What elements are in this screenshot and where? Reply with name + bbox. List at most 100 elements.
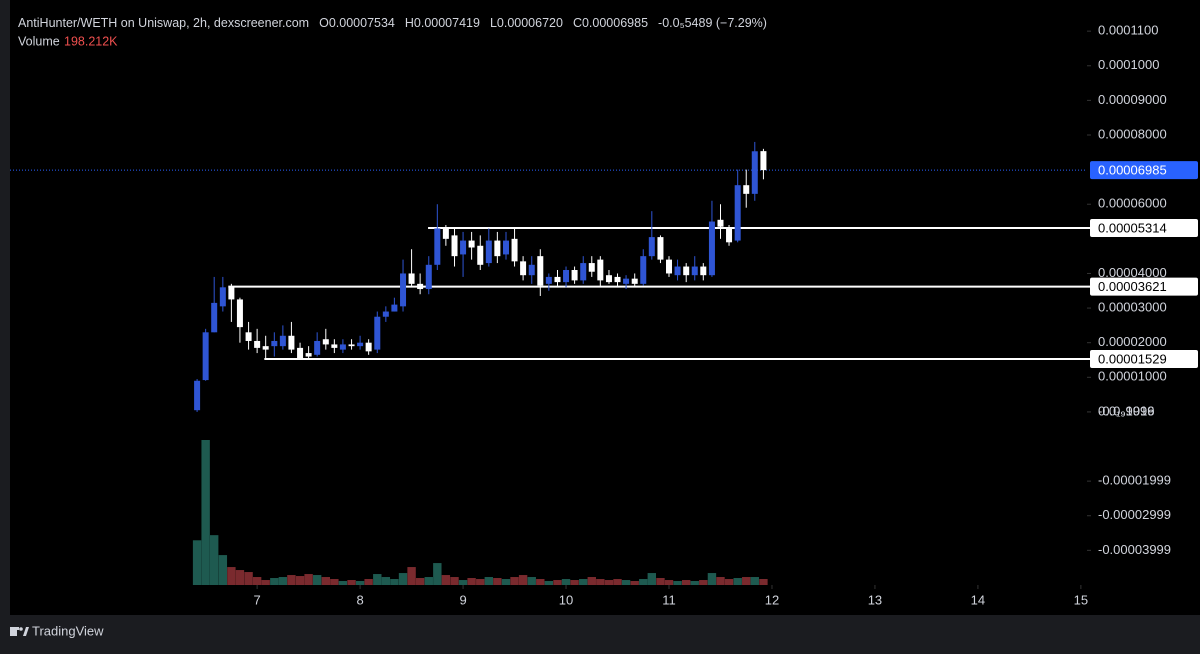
volume-bar: [347, 580, 356, 585]
candle-body: [631, 278, 638, 284]
volume-bar: [613, 579, 622, 585]
y-tick-label: 0.0₁₉1016: [1098, 403, 1155, 418]
candle-body: [391, 304, 398, 312]
candle-body: [717, 219, 724, 227]
volume-bar: [510, 577, 519, 585]
y-tick-label: -0.00003999: [1098, 542, 1171, 557]
candle-body: [374, 316, 381, 350]
x-tick-label: 13: [868, 592, 882, 607]
volume-bar: [398, 573, 408, 585]
candle-body: [219, 287, 226, 307]
candle-body: [743, 185, 750, 194]
volume-bar: [750, 577, 759, 585]
x-tick-label: 8: [356, 592, 363, 607]
y-tick-label: 0.00003000: [1098, 300, 1167, 315]
volume-bar: [244, 572, 253, 585]
y-tick-label: 0.00004000: [1098, 265, 1167, 280]
candle-body: [751, 151, 758, 194]
candle-body: [571, 270, 578, 281]
volume-bar: [527, 577, 536, 585]
candle-body: [623, 278, 630, 284]
candle-body: [511, 238, 518, 262]
volume-bar: [742, 577, 751, 585]
volume-bar: [553, 580, 562, 585]
volume-bar: [270, 578, 279, 585]
candle-body: [485, 240, 492, 264]
candle-body: [537, 256, 544, 286]
volume-bar: [209, 535, 219, 585]
candle-body: [262, 346, 269, 350]
candle-body: [400, 273, 407, 307]
volume-bar: [518, 575, 528, 585]
volume-bar: [278, 577, 288, 585]
volume-bar: [407, 567, 416, 585]
candle-body: [211, 302, 218, 333]
volume-bar: [433, 563, 442, 585]
x-tick-label: 10: [559, 592, 573, 607]
volume-bar: [415, 578, 425, 585]
volume-bar: [544, 581, 554, 585]
candle-body: [254, 340, 261, 348]
volume-bar: [235, 570, 245, 585]
volume-bar: [604, 580, 614, 585]
level-label: 0.00005314: [1098, 220, 1167, 235]
y-tick-label: 0.00009000: [1098, 92, 1167, 107]
volume-bar: [441, 575, 451, 585]
volume-bar: [295, 576, 305, 585]
volume-bar: [330, 579, 339, 585]
volume-bar: [759, 579, 768, 585]
candle-body: [236, 299, 243, 328]
candle-body: [520, 261, 527, 276]
candle-body: [640, 256, 647, 284]
candle-body: [657, 237, 664, 260]
candle-body: [194, 380, 201, 411]
candle-body: [434, 228, 441, 265]
header-open: O0.00007534: [319, 16, 395, 30]
candle-body: [614, 276, 621, 283]
volume-bar: [587, 577, 596, 585]
last-price-box: [1090, 161, 1198, 180]
x-tick-label: 14: [971, 592, 985, 607]
candle-body: [451, 235, 458, 257]
candle-body: [228, 287, 235, 300]
volume-bar: [664, 580, 674, 585]
volume-bar: [733, 578, 742, 585]
volume-bar: [252, 577, 262, 585]
candle-body: [365, 342, 372, 352]
candle-body: [460, 240, 467, 255]
candle-body: [674, 266, 681, 276]
y-tick-label: 0.00006000: [1098, 196, 1167, 211]
volume-bar: [493, 578, 502, 585]
volume-bar: [536, 579, 545, 585]
candle-body: [691, 266, 698, 276]
candle-body: [588, 263, 595, 272]
level-label: 0.00001529: [1098, 351, 1167, 366]
volume-bar: [707, 573, 717, 585]
footer-brand: TradingView: [32, 623, 104, 638]
candle-body: [760, 151, 767, 171]
volume-bar: [321, 577, 331, 585]
volume-bar: [690, 581, 699, 585]
volume-bar: [355, 581, 365, 585]
candle-body: [494, 240, 501, 257]
level-label-box: [1090, 349, 1198, 368]
volume-bar: [724, 579, 734, 585]
y-tick-label: 0.0001100: [1098, 23, 1159, 38]
volume-bar: [227, 567, 236, 585]
header-change: -0.0₅5489 (−7.29%): [658, 16, 767, 30]
volume-bar: [338, 581, 348, 585]
x-tick-label: 7: [254, 592, 261, 607]
volume-bar: [639, 579, 648, 585]
candle-body: [202, 332, 209, 381]
x-tick-label: 9: [459, 592, 466, 607]
y-tick-label: -0.0₉9999: [1098, 403, 1154, 418]
candle-body: [348, 344, 355, 347]
x-tick-label: 12: [765, 592, 779, 607]
candle-body: [305, 353, 312, 357]
candle-body: [554, 276, 561, 283]
candle-body: [563, 270, 570, 283]
volume-bar: [596, 579, 605, 585]
candle-body: [528, 264, 535, 276]
volume-bar: [304, 574, 313, 585]
